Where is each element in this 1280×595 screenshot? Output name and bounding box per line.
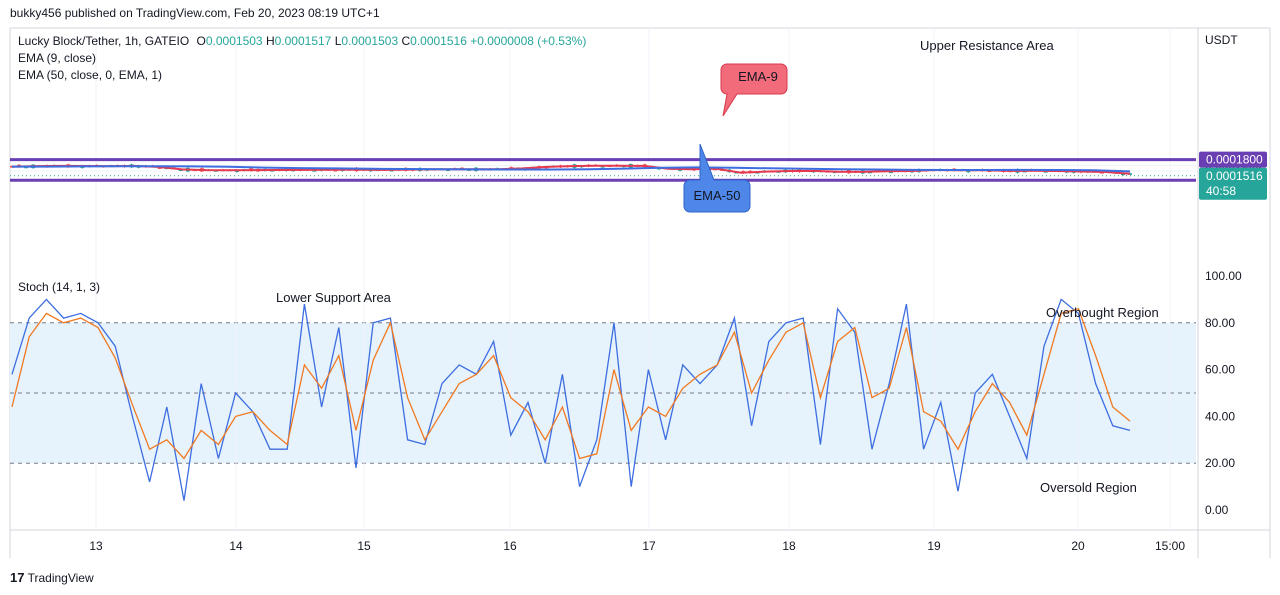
- stoch-line-k: [11, 298, 1131, 501]
- x-tick-label: 15:00: [1155, 539, 1185, 553]
- oversold-label: Oversold Region: [1040, 480, 1137, 495]
- stoch-tick-label: 60.00: [1205, 363, 1235, 377]
- ema9-callout-label: EMA-9: [738, 69, 778, 84]
- ohlc-close-value: 0.0001516: [410, 34, 467, 48]
- x-tick-label: 16: [503, 539, 517, 553]
- tradingview-logo-icon: 17: [10, 570, 25, 585]
- ohlc-change: +0.0000008 (+0.53%): [470, 34, 587, 48]
- upper-resistance-label: Upper Resistance Area: [920, 38, 1054, 53]
- ohlc-low-value: 0.0001503: [341, 34, 399, 48]
- tradingview-logo[interactable]: 17 TradingView: [10, 570, 94, 585]
- symbol-legend: Lucky Block/Tether, 1h, GATEIO O0.000150…: [18, 34, 586, 48]
- candle-body: [1128, 173, 1132, 175]
- candle-body: [157, 167, 162, 169]
- stoch-tick-label: 40.00: [1205, 409, 1235, 423]
- x-tick-label: 15: [357, 539, 371, 553]
- overbought-label: Overbought Region: [1046, 305, 1159, 320]
- ohlc-open-label: O: [196, 34, 206, 48]
- x-tick-label: 17: [642, 539, 656, 553]
- last-price-value: 0.0001516: [1206, 169, 1263, 183]
- x-tick-label: 14: [229, 539, 243, 553]
- lower-support-label: Lower Support Area: [276, 290, 391, 305]
- ema9-callout: [720, 63, 788, 117]
- ema50-callout: [683, 143, 751, 213]
- x-tick-label: 13: [89, 539, 103, 553]
- stoch-legend: Stoch (14, 1, 3): [18, 280, 101, 294]
- ema50-legend: EMA (50, close, 0, EMA, 1): [18, 68, 163, 82]
- stoch-tick-label: 20.00: [1205, 456, 1235, 470]
- candle-body: [312, 170, 317, 172]
- publisher-line: bukky456 published on TradingView.com, F…: [10, 6, 380, 20]
- ohlc-low-label: L: [334, 34, 342, 48]
- stoch-tick-label: 100.00: [1205, 269, 1242, 283]
- stoch-tick-label: 0.00: [1205, 503, 1229, 517]
- ema50-callout-label: EMA-50: [694, 188, 741, 203]
- ema9-legend: EMA (9, close): [18, 51, 97, 65]
- upper-level-tag: [1199, 151, 1267, 168]
- last-price-tag: [1199, 167, 1267, 200]
- x-tick-label: 20: [1071, 539, 1085, 553]
- x-tick-label: 18: [782, 539, 796, 553]
- ohlc-close-label: C: [401, 34, 411, 48]
- currency-label: USDT: [1205, 33, 1238, 47]
- series-line-ema50: [12, 165, 1131, 173]
- x-tick-label: 19: [927, 539, 941, 553]
- ohlc-high-label: H: [265, 34, 275, 48]
- candle-body: [600, 166, 605, 168]
- candle-body: [178, 169, 183, 172]
- candle-body: [888, 171, 893, 174]
- stoch-tick-label: 80.00: [1205, 316, 1235, 330]
- upper-level-value: 0.0001800: [1206, 153, 1263, 167]
- countdown-value: 40:58: [1206, 184, 1236, 198]
- candle-body: [1043, 171, 1048, 173]
- ohlc-high-value: 0.0001517: [274, 34, 332, 48]
- ohlc-open-value: 0.0001503: [205, 34, 263, 48]
- symbol-name: Lucky Block/Tether, 1h, GATEIO: [18, 34, 190, 48]
- stoch-line-d: [11, 308, 1131, 460]
- tradingview-brand: TradingView: [27, 571, 94, 585]
- candle-body: [445, 169, 450, 172]
